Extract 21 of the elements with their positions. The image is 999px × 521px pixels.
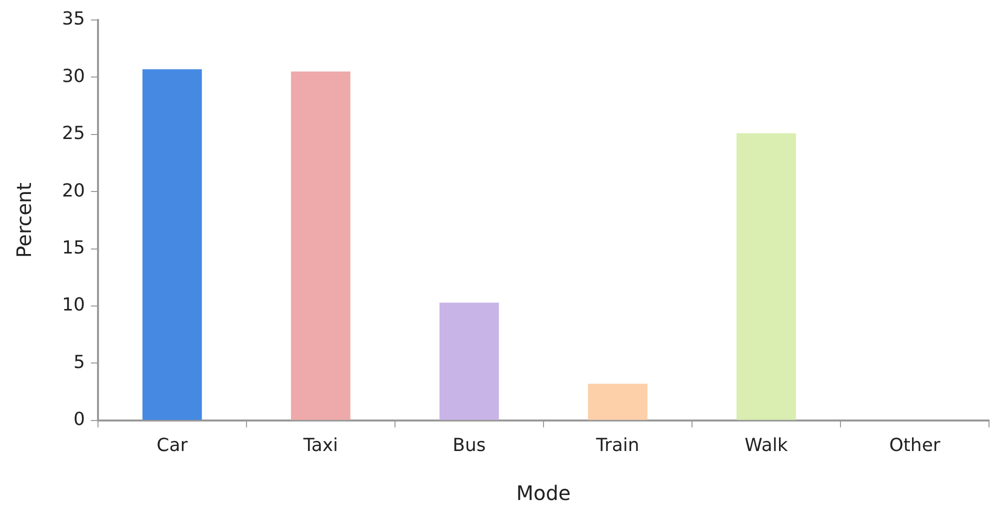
- y-tick-label: 25: [62, 123, 85, 144]
- bar: [439, 302, 499, 420]
- bar: [290, 71, 350, 420]
- x-tick-label: Car: [156, 434, 188, 456]
- y-tick-label: 0: [73, 409, 85, 430]
- y-tick-label: 30: [62, 66, 85, 87]
- x-tick-label: Bus: [452, 434, 486, 456]
- bar: [142, 69, 202, 420]
- y-tick-label: 10: [62, 294, 85, 316]
- bar: [588, 384, 648, 420]
- x-tick-label: Other: [889, 434, 941, 456]
- x-tick-label: Train: [595, 434, 640, 456]
- y-axis-title: Percent: [12, 182, 36, 258]
- y-tick-label: 15: [62, 237, 85, 258]
- y-tick-label: 35: [62, 8, 85, 30]
- x-axis-title: Mode: [516, 481, 571, 506]
- y-tick-label: 5: [73, 352, 85, 373]
- y-tick-label: 20: [62, 180, 85, 202]
- x-tick-label: Taxi: [302, 434, 338, 456]
- x-tick-label: Walk: [744, 434, 788, 456]
- bar: [736, 133, 796, 420]
